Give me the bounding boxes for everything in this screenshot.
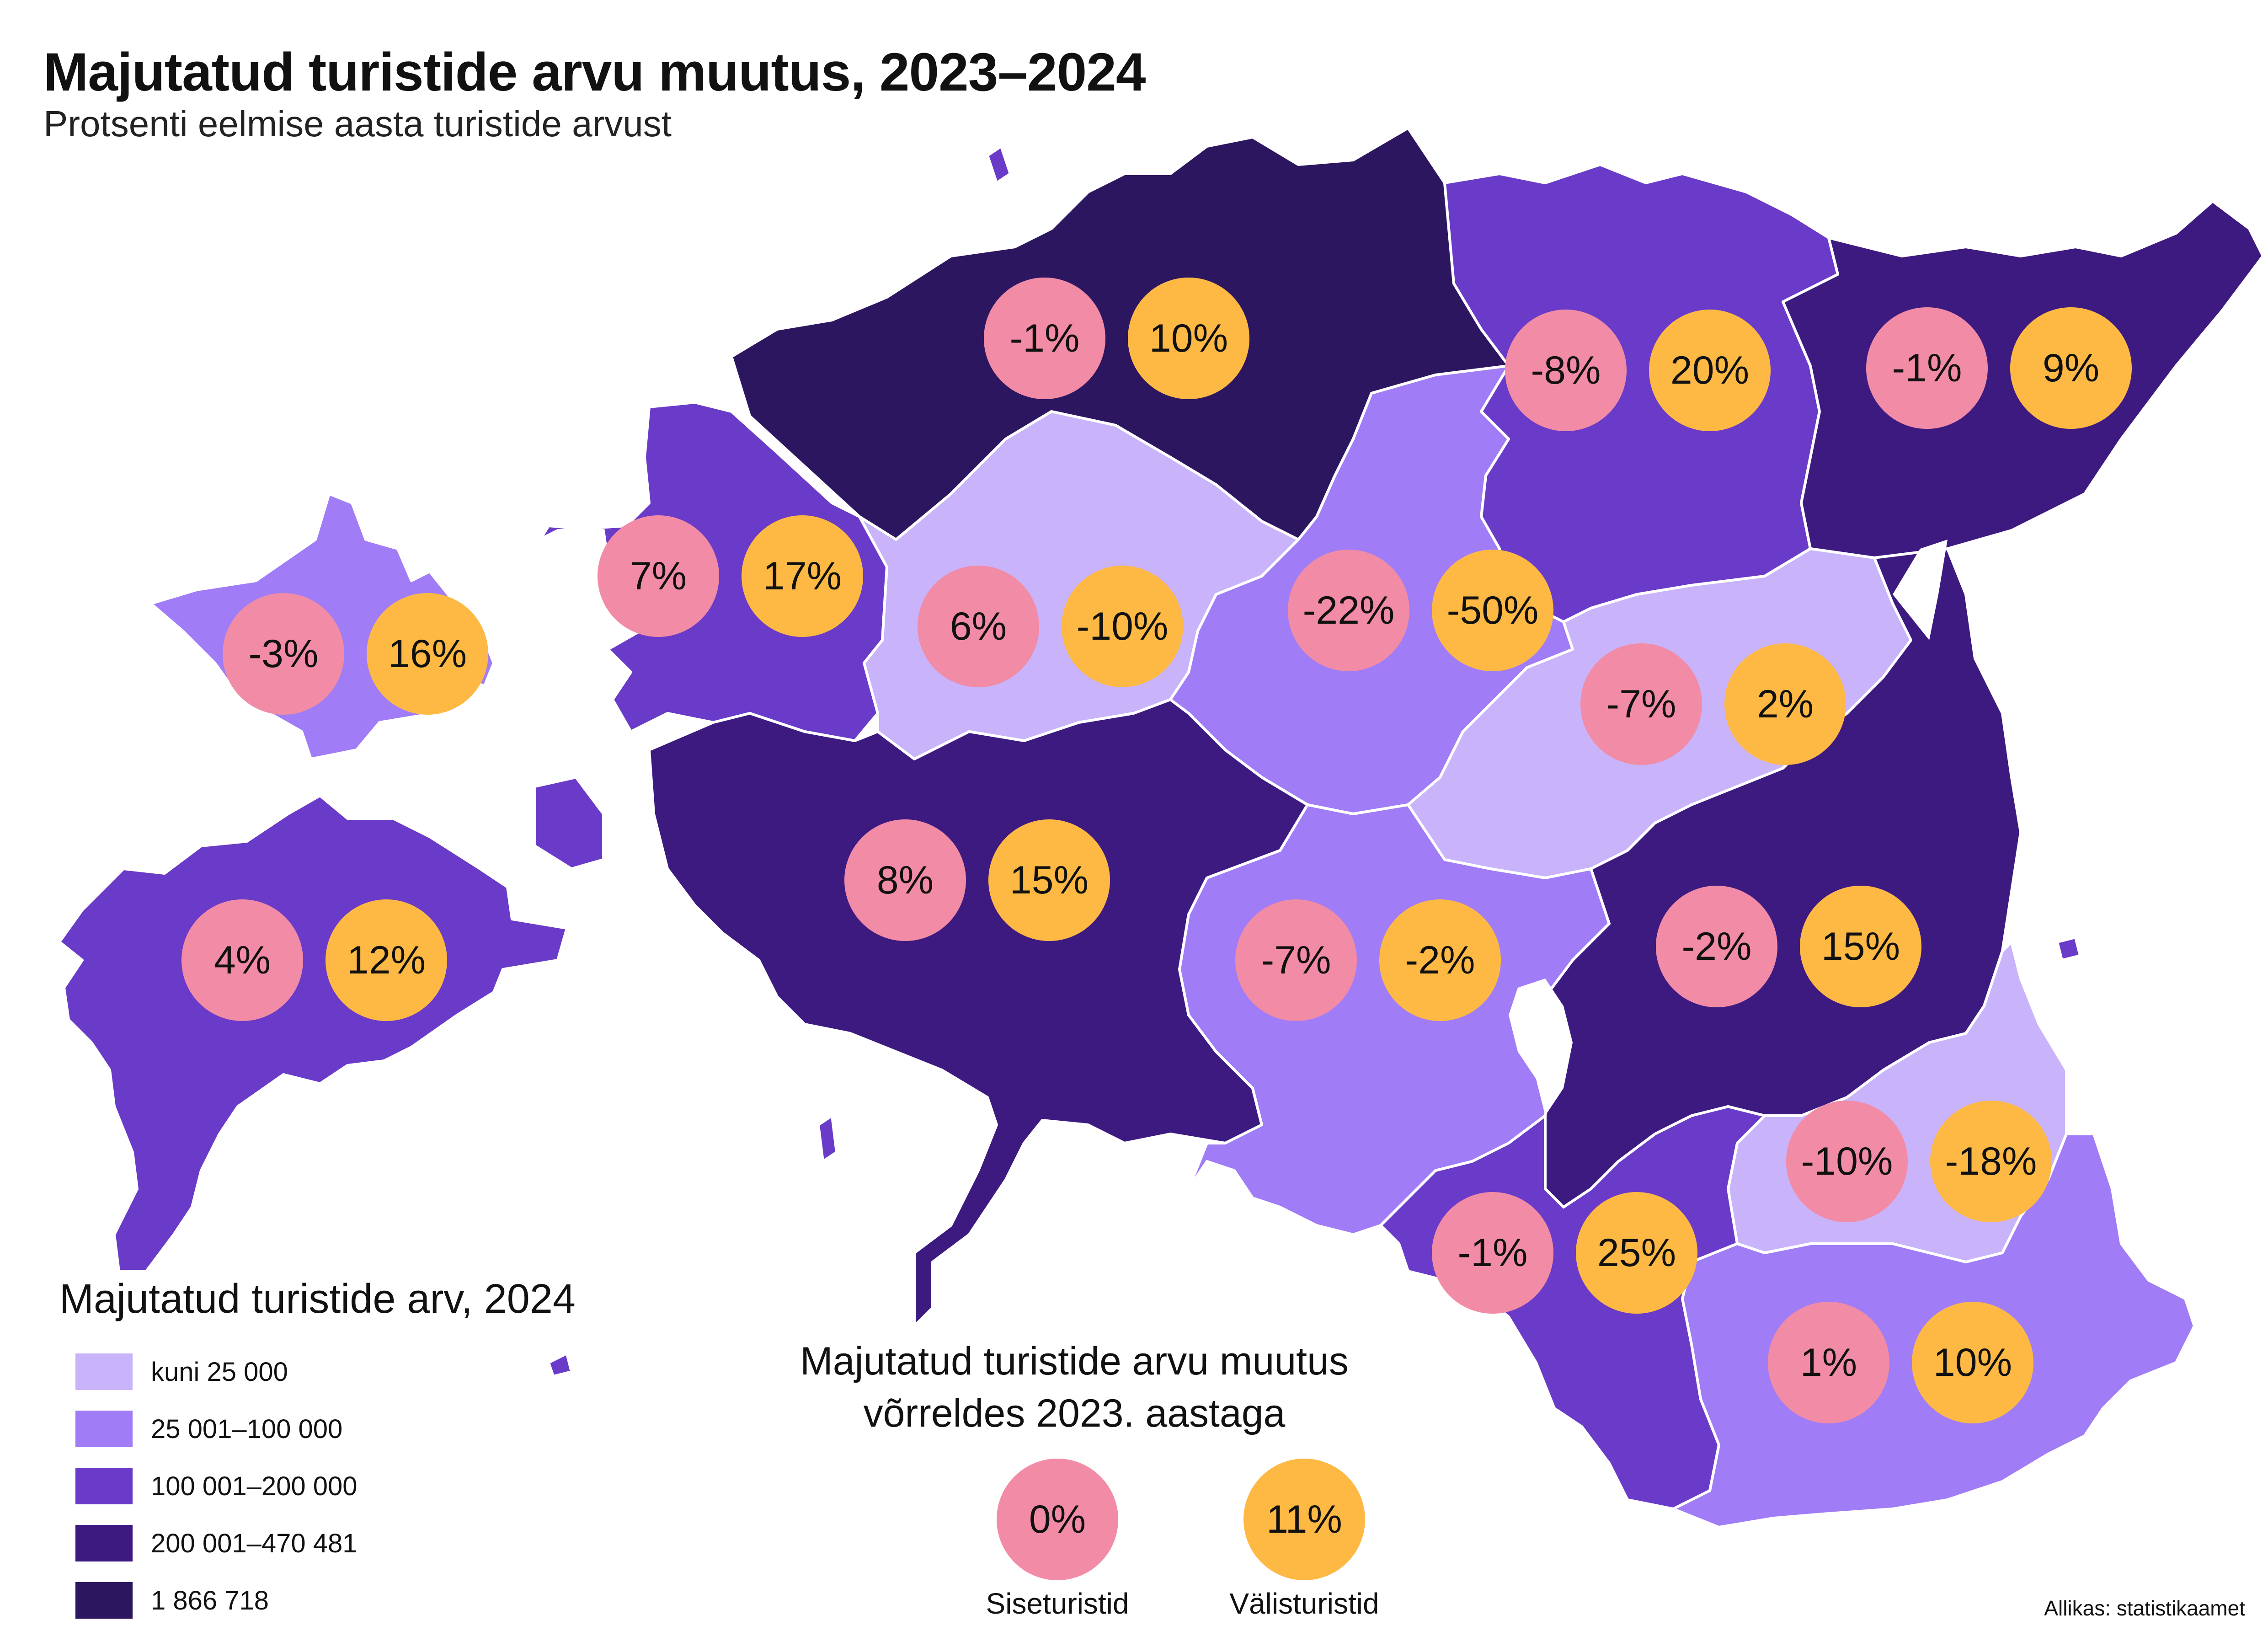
legend-label: kuni 25 000: [151, 1357, 288, 1387]
legend-item: 100 001–200 000: [75, 1468, 358, 1504]
islet-4: [2056, 936, 2081, 962]
foreign-change-bubble: -18%: [1930, 1101, 2052, 1222]
foreign-change-bubble: 15%: [1800, 886, 1921, 1007]
domestic-change-bubble: -22%: [1288, 550, 1409, 671]
islet-2: [817, 1114, 838, 1163]
lake-vortsjarv: [1509, 979, 1573, 1116]
foreign-change-bubble: 12%: [326, 899, 447, 1021]
key-domestic-bubble: 0%: [997, 1459, 1118, 1580]
domestic-change-bubble: 7%: [598, 515, 719, 637]
key-domestic-label: Siseturistid: [986, 1587, 1129, 1620]
size-legend-title: Majutatud turistide arv, 2024: [59, 1276, 576, 1322]
legend-swatch: [75, 1353, 133, 1390]
foreign-change-bubble: 9%: [2010, 307, 2132, 429]
lake-peipsi: [1893, 540, 1948, 640]
islet-3: [986, 145, 1012, 184]
foreign-change-bubble: 10%: [1128, 278, 1249, 399]
legend-swatch: [75, 1582, 133, 1619]
legend-label: 1 866 718: [151, 1585, 269, 1615]
legend-swatch: [75, 1411, 133, 1447]
domestic-change-bubble: -8%: [1505, 310, 1627, 431]
domestic-change-bubble: -7%: [1580, 643, 1702, 765]
key-foreign-label: Välisturistid: [1229, 1587, 1379, 1620]
page-title: Majutatud turistide arvu muutus, 2023–20…: [43, 42, 1146, 102]
legend-label: 25 001–100 000: [151, 1414, 343, 1444]
source-note: Allikas: statistikaamet: [2044, 1596, 2245, 1620]
domestic-change-bubble: -3%: [223, 593, 344, 715]
domestic-change-bubble: -7%: [1235, 899, 1357, 1021]
page-subtitle: Protsenti eelmise aasta turistide arvust: [43, 103, 672, 144]
change-legend-title: Majutatud turistide arvu muutus võrrelde…: [777, 1335, 1371, 1439]
foreign-change-bubble: -10%: [1062, 566, 1183, 687]
legend-swatch: [75, 1468, 133, 1504]
legend-item: 25 001–100 000: [75, 1411, 342, 1447]
legend-label: 100 001–200 000: [151, 1471, 358, 1501]
domestic-change-bubble: -1%: [1866, 307, 1988, 429]
domestic-change-bubble: 4%: [181, 899, 303, 1021]
foreign-change-bubble: -50%: [1432, 550, 1553, 671]
region-muhu: [534, 776, 605, 870]
domestic-change-bubble: -1%: [984, 278, 1105, 399]
legend-item: kuni 25 000: [75, 1353, 288, 1390]
region-saaremaa: [58, 794, 568, 1273]
foreign-change-bubble: 25%: [1576, 1192, 1697, 1314]
change-legend-title-line1: Majutatud turistide arvu muutus: [800, 1339, 1349, 1383]
region-parnumaa: [648, 698, 1309, 1327]
foreign-change-bubble: -2%: [1379, 899, 1501, 1021]
foreign-change-bubble: 17%: [742, 515, 863, 637]
islet-1: [547, 1352, 573, 1378]
domestic-change-bubble: 8%: [844, 819, 966, 941]
domestic-change-bubble: 1%: [1768, 1302, 1889, 1423]
foreign-change-bubble: 2%: [1724, 643, 1846, 765]
change-legend-title-line2: võrreldes 2023. aastaga: [863, 1391, 1286, 1435]
domestic-change-bubble: -10%: [1786, 1101, 1908, 1222]
foreign-change-bubble: 20%: [1649, 310, 1771, 431]
foreign-change-bubble: 15%: [988, 819, 1110, 941]
domestic-change-bubble: 6%: [918, 566, 1039, 687]
domestic-change-bubble: -2%: [1656, 886, 1777, 1007]
legend-item: 200 001–470 481: [75, 1525, 358, 1561]
foreign-change-bubble: 10%: [1912, 1302, 2033, 1423]
legend-label: 200 001–470 481: [151, 1528, 358, 1558]
foreign-change-bubble: 16%: [367, 593, 488, 715]
legend-swatch: [75, 1525, 133, 1561]
key-foreign-bubble: 11%: [1243, 1459, 1365, 1580]
legend-item: 1 866 718: [75, 1582, 269, 1619]
domestic-change-bubble: -1%: [1432, 1192, 1553, 1314]
